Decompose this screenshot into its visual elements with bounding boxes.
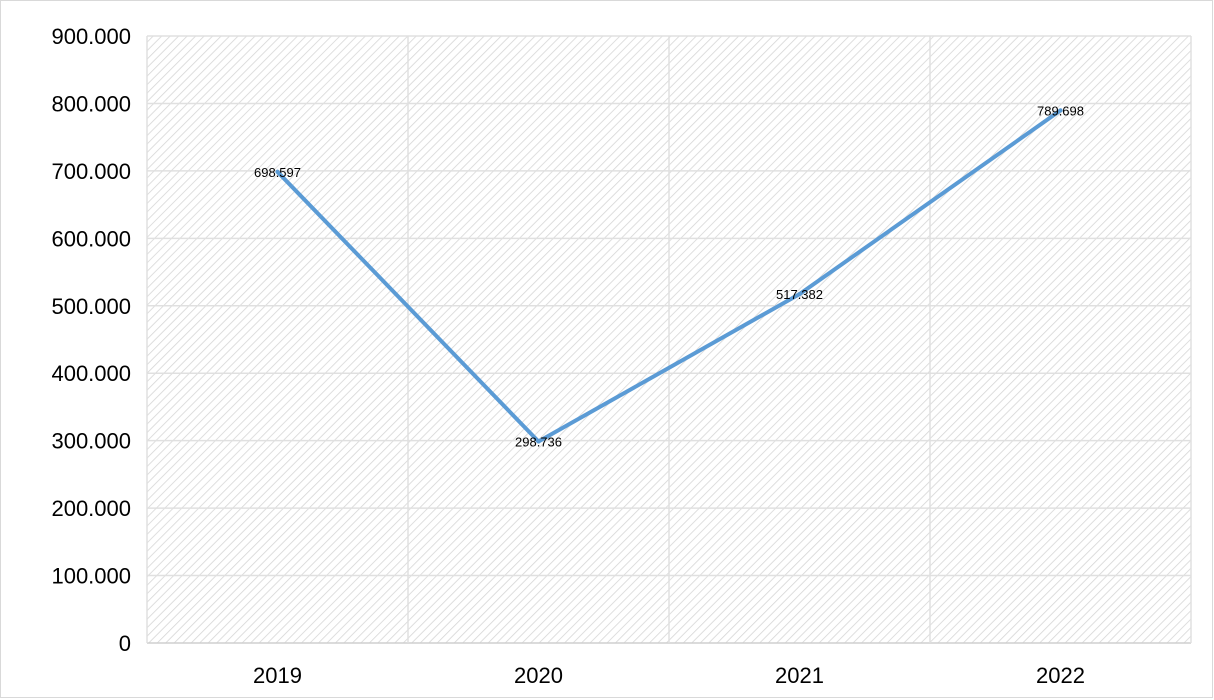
y-tick-label: 500.000 xyxy=(51,294,131,319)
data-point xyxy=(797,292,802,297)
data-label: 789.698 xyxy=(1037,103,1084,118)
y-tick-label: 900.000 xyxy=(51,24,131,49)
data-label: 698.597 xyxy=(254,165,301,180)
y-tick-label: 300.000 xyxy=(51,429,131,454)
grid-lines xyxy=(146,35,1192,644)
data-labels: 698.597 298.736 517.382 789.698 xyxy=(254,103,1084,449)
y-tick-label: 200.000 xyxy=(51,496,131,521)
series-layer xyxy=(275,108,1063,444)
y-tick-label: 100.000 xyxy=(51,564,131,589)
data-point xyxy=(536,439,541,444)
x-tick-label: 2022 xyxy=(1036,663,1085,688)
x-tick-label: 2020 xyxy=(514,663,563,688)
y-tick-label: 400.000 xyxy=(51,361,131,386)
x-tick-label: 2021 xyxy=(775,663,824,688)
y-tick-label: 0 xyxy=(119,631,131,656)
y-tick-label: 800.000 xyxy=(51,91,131,116)
data-label: 298.736 xyxy=(515,435,562,450)
x-tick-label: 2019 xyxy=(253,663,302,688)
y-tick-label: 700.000 xyxy=(51,159,131,184)
y-axis-ticks: 0 100.000 200.000 300.000 400.000 500.000 600.… xyxy=(51,24,131,656)
series-line xyxy=(275,108,1063,444)
data-label: 517.382 xyxy=(776,287,823,302)
x-axis-ticks: 2019 2020 2021 2022 xyxy=(253,663,1085,688)
data-point xyxy=(275,169,280,174)
data-point xyxy=(1058,108,1063,113)
y-tick-label: 600.000 xyxy=(51,226,131,251)
